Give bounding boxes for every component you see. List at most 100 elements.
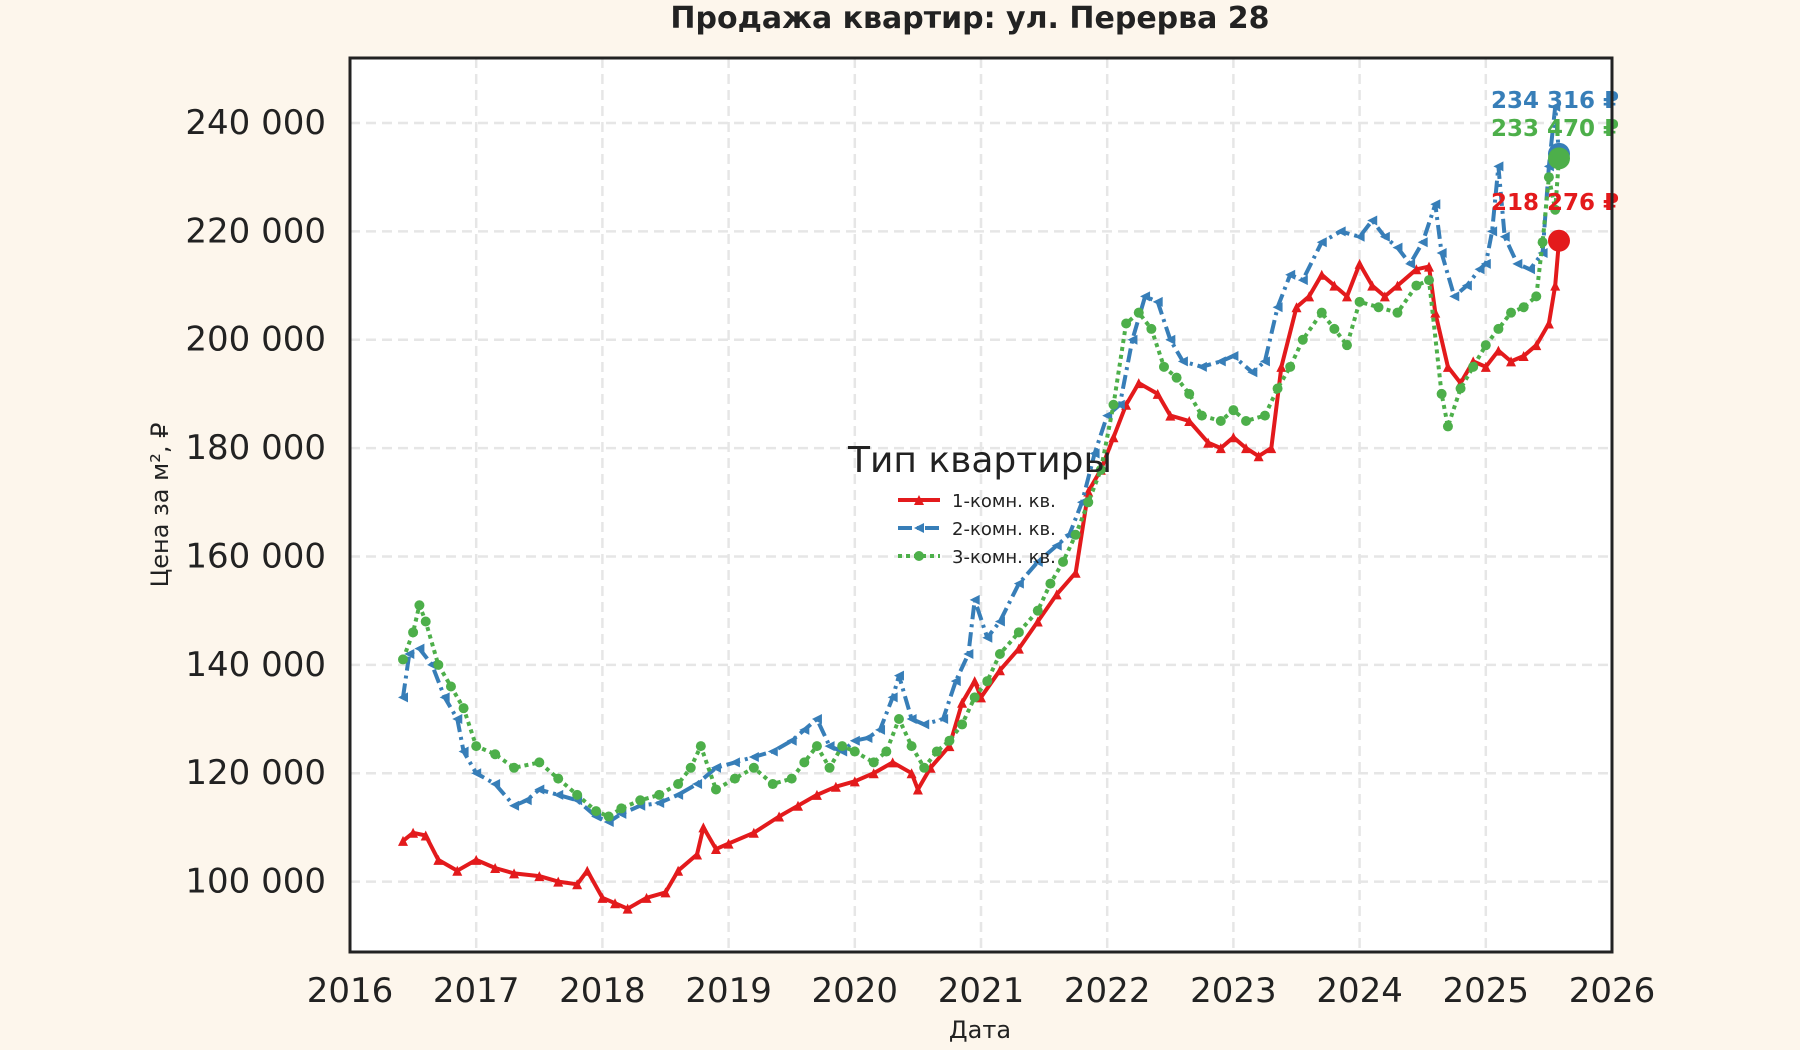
data-point bbox=[710, 762, 721, 773]
series-end-point bbox=[1547, 229, 1570, 252]
data-point bbox=[1272, 302, 1283, 313]
legend-item: 2-комн. кв. bbox=[898, 519, 1056, 540]
data-point bbox=[1392, 307, 1403, 318]
end-labels: 218 276 ₽ 234 316 ₽233 470 ₽ bbox=[1491, 88, 1619, 216]
data-point bbox=[1152, 296, 1163, 307]
data-point bbox=[433, 659, 444, 670]
legend-items: 1-комн. кв. 2-комн. кв. 3-комн. кв. bbox=[898, 491, 1056, 568]
data-point bbox=[1171, 372, 1182, 383]
data-point bbox=[1430, 307, 1441, 318]
grid bbox=[348, 58, 1614, 952]
data-point bbox=[408, 627, 419, 638]
data-point bbox=[1493, 323, 1504, 334]
data-point bbox=[919, 719, 930, 730]
series-group bbox=[398, 101, 1570, 914]
data-point bbox=[553, 876, 564, 887]
data-point bbox=[433, 854, 444, 865]
data-point bbox=[1114, 399, 1125, 410]
legend: Тип квартиры 1-комн. кв. 2-комн. кв. 3-ком… bbox=[847, 440, 1112, 568]
data-point bbox=[1247, 367, 1258, 378]
data-point bbox=[849, 746, 860, 757]
data-point bbox=[1354, 296, 1365, 307]
data-point bbox=[1487, 226, 1498, 237]
data-point bbox=[786, 773, 797, 784]
data-point bbox=[950, 676, 961, 687]
series-end-label: 233 470 ₽ bbox=[1491, 116, 1619, 142]
x-tick-label: 2019 bbox=[685, 971, 772, 1011]
data-point bbox=[695, 741, 706, 752]
data-point bbox=[1032, 616, 1043, 627]
data-point bbox=[1524, 264, 1535, 275]
data-point bbox=[1158, 361, 1169, 372]
data-point bbox=[1461, 280, 1472, 291]
data-point bbox=[603, 811, 614, 822]
data-point bbox=[862, 732, 873, 743]
data-point bbox=[1341, 291, 1352, 302]
data-point bbox=[1436, 388, 1447, 399]
data-point bbox=[1493, 345, 1504, 356]
data-point bbox=[490, 749, 501, 760]
data-point bbox=[685, 762, 696, 773]
data-point bbox=[1228, 351, 1239, 361]
data-point bbox=[799, 724, 810, 735]
data-point bbox=[1095, 464, 1106, 475]
data-point bbox=[774, 811, 785, 822]
data-point bbox=[591, 806, 602, 817]
data-point bbox=[1146, 323, 1157, 334]
x-axis-label: Дата bbox=[949, 1016, 1011, 1044]
data-point bbox=[1196, 410, 1207, 421]
data-point bbox=[1329, 323, 1340, 334]
x-tick-label: 2022 bbox=[1064, 971, 1151, 1011]
data-point bbox=[582, 865, 593, 876]
data-point bbox=[893, 714, 904, 725]
data-point bbox=[1550, 101, 1561, 112]
data-point bbox=[1032, 605, 1043, 616]
data-point bbox=[767, 746, 778, 757]
data-point bbox=[1259, 356, 1270, 367]
data-point bbox=[654, 789, 665, 800]
y-tick-label: 120 000 bbox=[185, 753, 326, 793]
data-point bbox=[881, 746, 892, 757]
data-point bbox=[534, 757, 545, 768]
data-point bbox=[1367, 215, 1378, 226]
data-point bbox=[1089, 448, 1100, 459]
data-point bbox=[1165, 410, 1176, 421]
data-point bbox=[698, 822, 709, 833]
y-tick-label: 220 000 bbox=[185, 211, 326, 251]
data-point bbox=[534, 871, 545, 882]
data-point bbox=[610, 898, 621, 909]
legend-label: 2-комн. кв. bbox=[952, 519, 1056, 540]
data-point bbox=[420, 830, 431, 841]
data-point bbox=[439, 692, 450, 703]
data-point bbox=[408, 827, 419, 838]
data-point bbox=[837, 741, 848, 752]
data-point bbox=[1266, 443, 1277, 454]
x-tick-label: 2016 bbox=[307, 971, 394, 1011]
data-point bbox=[521, 795, 532, 806]
data-point bbox=[1316, 307, 1327, 318]
data-point bbox=[1424, 275, 1435, 286]
data-point bbox=[1518, 302, 1529, 313]
data-point bbox=[1083, 497, 1094, 508]
data-point bbox=[420, 616, 431, 627]
data-point bbox=[824, 741, 835, 752]
data-point bbox=[1291, 302, 1302, 313]
data-point bbox=[1392, 280, 1403, 291]
data-point bbox=[1424, 261, 1435, 272]
y-tick-label: 240 000 bbox=[185, 103, 326, 143]
data-point bbox=[553, 789, 564, 800]
chart-title: Продажа квартир: ул. Перерва 28 bbox=[670, 1, 1269, 36]
data-point bbox=[458, 703, 469, 714]
legend-label: 1-комн. кв. bbox=[952, 491, 1056, 512]
data-point bbox=[1518, 351, 1529, 361]
data-point bbox=[729, 757, 740, 768]
data-point bbox=[1285, 269, 1296, 280]
data-point bbox=[938, 714, 949, 725]
data-point bbox=[1405, 258, 1416, 269]
data-point bbox=[1241, 443, 1252, 454]
data-point bbox=[906, 714, 917, 725]
data-point bbox=[1196, 361, 1207, 372]
data-point bbox=[1297, 334, 1308, 345]
data-point bbox=[1058, 556, 1069, 567]
series-3 bbox=[398, 147, 1570, 822]
